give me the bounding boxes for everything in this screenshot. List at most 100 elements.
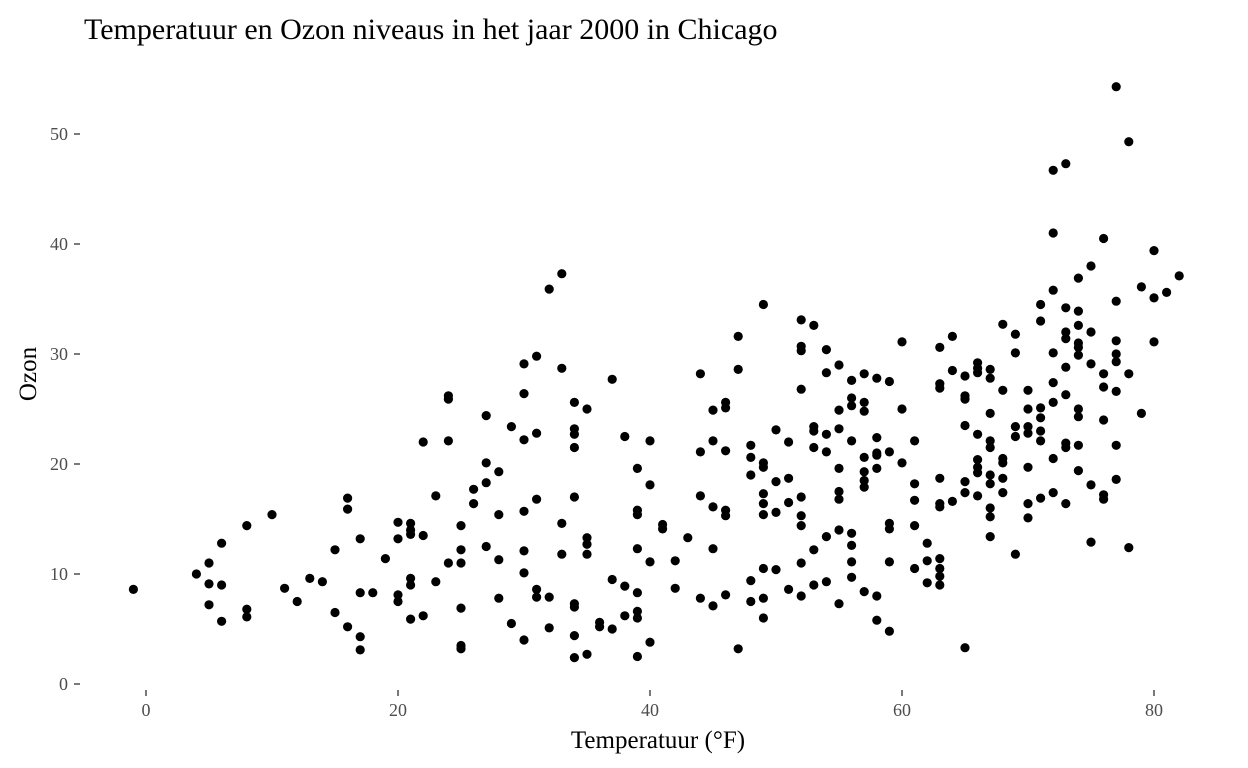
x-tick-label: 20 <box>389 700 407 720</box>
data-point <box>1073 342 1083 352</box>
data-point <box>506 618 516 629</box>
data-point <box>733 364 743 374</box>
data-point <box>847 436 857 446</box>
data-point <box>368 588 378 598</box>
data-point <box>935 383 945 393</box>
data-point <box>809 545 819 555</box>
data-point <box>796 384 806 394</box>
data-point <box>758 509 769 520</box>
data-point <box>758 299 769 310</box>
data-point <box>292 596 302 607</box>
x-tick-label: 60 <box>893 700 911 720</box>
data-point <box>1036 436 1046 446</box>
data-point <box>922 556 932 566</box>
data-point <box>443 394 453 404</box>
data-point <box>796 558 806 568</box>
data-point <box>847 572 857 582</box>
data-point <box>960 394 970 404</box>
data-point <box>645 480 655 490</box>
data-point <box>821 577 832 587</box>
data-point <box>645 557 655 567</box>
data-point <box>998 385 1008 395</box>
data-point <box>960 371 970 381</box>
data-point <box>418 530 428 541</box>
data-point <box>393 517 403 527</box>
x-tick-label: 0 <box>142 700 151 720</box>
data-point <box>1061 334 1071 344</box>
data-point <box>683 533 693 543</box>
data-point <box>821 368 832 378</box>
data-point <box>872 433 882 443</box>
data-point <box>1136 408 1146 418</box>
data-point <box>1086 537 1096 547</box>
y-tick-label: 40 <box>50 234 68 254</box>
data-point <box>809 580 819 590</box>
data-point <box>973 368 983 378</box>
data-point <box>796 521 806 531</box>
data-point <box>1048 165 1058 175</box>
data-point <box>708 601 718 611</box>
data-point <box>872 615 882 625</box>
data-point <box>847 540 857 551</box>
data-point <box>431 577 441 587</box>
data-point <box>859 406 869 416</box>
data-point <box>406 614 416 624</box>
data-point <box>872 450 882 460</box>
data-point <box>242 612 252 622</box>
data-point <box>632 509 643 520</box>
data-point <box>847 375 857 385</box>
data-point <box>1124 369 1134 379</box>
data-point <box>985 479 995 489</box>
data-point <box>834 463 844 473</box>
data-point <box>1073 273 1083 283</box>
data-point <box>784 584 794 595</box>
data-point <box>1111 386 1121 396</box>
data-point <box>960 488 970 498</box>
data-point <box>758 489 769 499</box>
data-point <box>1036 299 1046 310</box>
data-point <box>1061 499 1071 509</box>
data-point <box>1086 261 1096 271</box>
data-point <box>569 442 580 453</box>
data-point <box>406 580 416 590</box>
data-point <box>1036 316 1046 326</box>
data-point <box>998 319 1008 329</box>
data-point <box>1099 369 1109 379</box>
data-point <box>884 626 895 636</box>
y-tick-label: 50 <box>50 124 68 144</box>
data-point <box>582 404 592 414</box>
data-point <box>431 491 441 501</box>
data-point <box>343 493 353 503</box>
data-point <box>897 458 907 468</box>
data-point <box>456 545 466 555</box>
data-point <box>935 342 945 352</box>
data-point <box>947 331 958 341</box>
data-point <box>469 499 479 509</box>
data-point <box>947 365 958 376</box>
data-point <box>632 463 643 473</box>
data-point <box>834 599 844 609</box>
data-point <box>1061 303 1071 313</box>
y-axis: 0 10 20 30 40 50 <box>50 124 80 694</box>
data-point <box>910 563 920 574</box>
data-point <box>1086 359 1096 369</box>
data-point <box>985 408 995 418</box>
data-point <box>985 532 995 542</box>
data-point <box>998 488 1008 498</box>
data-point <box>784 497 794 508</box>
data-point <box>632 544 643 554</box>
data-point <box>481 541 491 552</box>
data-point <box>1073 440 1083 450</box>
data-point <box>746 440 756 450</box>
data-point <box>544 592 554 602</box>
data-point <box>1136 282 1146 292</box>
data-point <box>821 532 832 542</box>
data-point <box>897 404 907 414</box>
data-point <box>847 401 857 411</box>
data-point <box>884 376 895 387</box>
data-point <box>872 373 882 383</box>
data-point <box>128 584 138 595</box>
data-point <box>721 511 731 521</box>
data-point <box>217 616 227 626</box>
